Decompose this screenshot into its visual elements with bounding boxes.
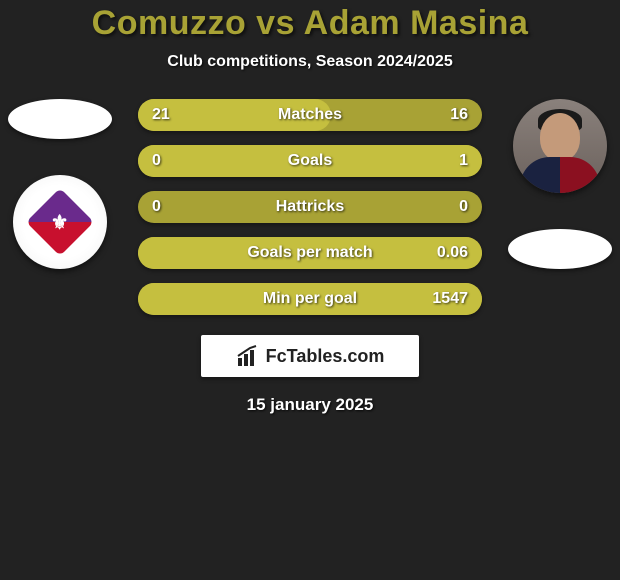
fiorentina-icon: ⚜ bbox=[26, 188, 94, 256]
stat-left-value: 0 bbox=[152, 198, 161, 216]
comparison-area: ⚜ 21 Matches 16 0 Goals 1 0 Hattricks 0 Goals per… bbox=[0, 99, 620, 315]
stat-bar: Goals per match 0.06 bbox=[138, 237, 482, 269]
fctables-logo: FcTables.com bbox=[201, 335, 419, 377]
stat-bar: 21 Matches 16 bbox=[138, 99, 482, 131]
stat-label: Goals bbox=[288, 152, 332, 170]
stat-bars: 21 Matches 16 0 Goals 1 0 Hattricks 0 Goals per m… bbox=[138, 99, 482, 315]
stat-label: Goals per match bbox=[247, 244, 372, 262]
infographic-root: Comuzzo vs Adam Masina Club competitions… bbox=[0, 0, 620, 415]
stat-right-value: 0 bbox=[459, 198, 468, 216]
left-player-column: ⚜ bbox=[8, 99, 112, 269]
stat-label: Matches bbox=[278, 106, 342, 124]
stat-left-value: 0 bbox=[152, 152, 161, 170]
stat-right-value: 0.06 bbox=[437, 244, 468, 262]
left-club-badge: ⚜ bbox=[13, 175, 107, 269]
stat-label: Min per goal bbox=[263, 290, 357, 308]
stat-label: Hattricks bbox=[276, 198, 344, 216]
stat-bar: 0 Hattricks 0 bbox=[138, 191, 482, 223]
date-text: 15 january 2025 bbox=[0, 395, 620, 415]
page-title: Comuzzo vs Adam Masina bbox=[0, 4, 620, 43]
stat-bar: Min per goal 1547 bbox=[138, 283, 482, 315]
stat-right-value: 1547 bbox=[432, 290, 468, 308]
logo-suffix: Tables.com bbox=[287, 346, 385, 366]
avatar-body bbox=[520, 157, 600, 193]
stat-left-value: 21 bbox=[152, 106, 170, 124]
logo-prefix: Fc bbox=[266, 346, 287, 366]
logo-text: FcTables.com bbox=[266, 346, 385, 367]
stat-bar: 0 Goals 1 bbox=[138, 145, 482, 177]
chart-icon bbox=[236, 344, 260, 368]
page-subtitle: Club competitions, Season 2024/2025 bbox=[0, 53, 620, 71]
stat-right-value: 16 bbox=[450, 106, 468, 124]
avatar-head bbox=[540, 113, 580, 161]
fleur-icon: ⚜ bbox=[51, 210, 69, 235]
right-player-column bbox=[508, 99, 612, 269]
left-name-oval bbox=[8, 99, 112, 139]
stat-right-value: 1 bbox=[459, 152, 468, 170]
right-player-avatar bbox=[513, 99, 607, 193]
right-name-oval bbox=[508, 229, 612, 269]
